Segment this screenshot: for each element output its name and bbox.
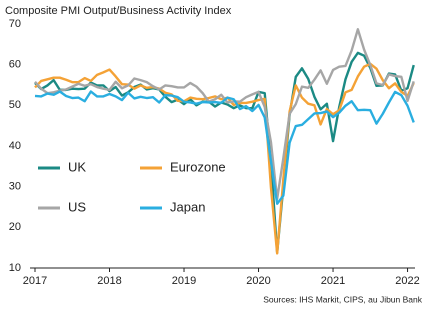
legend-bg: [35, 158, 127, 178]
y-tick-label: 60: [9, 59, 21, 71]
x-tick-label: 2017: [23, 275, 47, 287]
legend-label: UK: [68, 159, 86, 174]
legend-bg: [35, 198, 127, 218]
x-tick-label: 2018: [97, 275, 121, 287]
chart-title: Composite PMI Output/Business Activity I…: [5, 5, 232, 17]
series-line: [34, 51, 415, 254]
y-tick-label: 70: [9, 18, 21, 30]
legend-label: Japan: [170, 199, 205, 214]
source-note: Sources: IHS Markit, CIPS, au Jibun Bank: [263, 294, 422, 304]
y-tick-label: 50: [9, 99, 21, 111]
x-tick-label: 2019: [172, 275, 196, 287]
legend-label: Eurozone: [170, 159, 226, 174]
x-tick-label: 2020: [246, 275, 270, 287]
y-tick-label: 20: [9, 221, 21, 233]
legend-label: US: [68, 199, 86, 214]
x-tick-label: 2022: [395, 275, 419, 287]
y-tick-label: 10: [9, 262, 21, 274]
series-line: [34, 28, 415, 201]
legend-bg: [137, 198, 229, 218]
legend-bg: [137, 158, 229, 178]
y-tick-label: 30: [9, 181, 21, 193]
x-tick-label: 2021: [321, 275, 345, 287]
y-tick-label: 40: [9, 140, 21, 152]
series-line: [34, 90, 415, 205]
